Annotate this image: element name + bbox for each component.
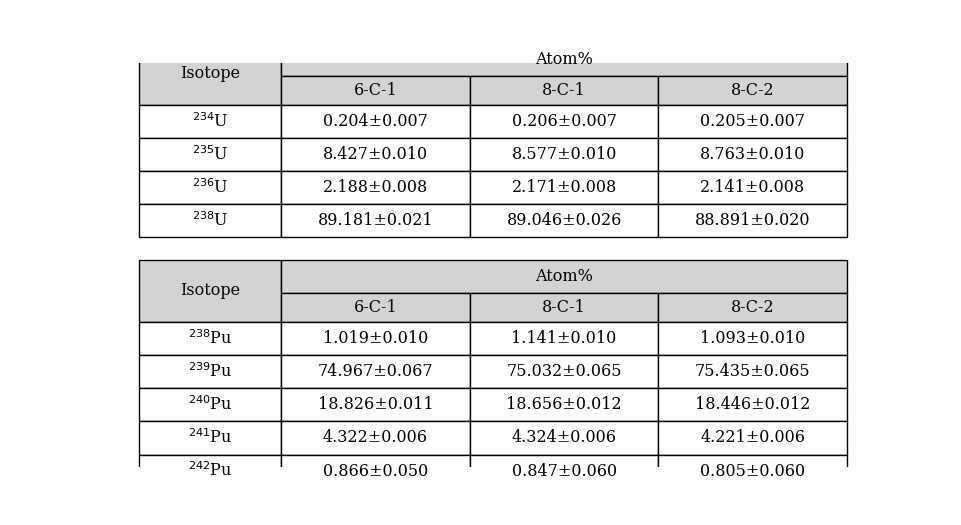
Text: 0.847±0.060: 0.847±0.060 [511,463,617,480]
Bar [470,105,658,138]
Text: 18.446±0.012: 18.446±0.012 [695,396,810,413]
Bar [470,171,658,204]
Bar [138,138,282,171]
Bar [658,105,847,138]
Text: Isotope: Isotope [180,282,240,299]
Text: 18.656±0.012: 18.656±0.012 [506,396,622,413]
Bar [470,204,658,237]
Bar [282,43,847,76]
Text: 8.763±0.010: 8.763±0.010 [700,146,805,163]
Text: 8-C-1: 8-C-1 [542,299,586,316]
Text: 0.206±0.007: 0.206±0.007 [511,113,617,130]
Bar [282,171,470,204]
Text: 8.577±0.010: 8.577±0.010 [511,146,617,163]
Text: Atom%: Atom% [535,268,593,285]
Text: 75.032±0.065: 75.032±0.065 [506,363,622,380]
Bar [138,260,282,322]
Bar [470,355,658,388]
Bar [658,76,847,105]
Bar [658,204,847,237]
Bar [470,455,658,488]
Text: $^{241}$Pu: $^{241}$Pu [187,428,233,447]
Bar [282,388,470,422]
Bar [138,171,282,204]
Bar [658,388,847,422]
Bar [282,293,470,322]
Text: $^{234}$U: $^{234}$U [191,112,229,131]
Text: 0.204±0.007: 0.204±0.007 [323,113,428,130]
Bar [138,455,282,488]
Text: $^{238}$Pu: $^{238}$Pu [187,329,233,348]
Text: Atom%: Atom% [535,50,593,68]
Text: $^{239}$Pu: $^{239}$Pu [187,362,233,381]
Bar [470,422,658,455]
Text: 1.019±0.010: 1.019±0.010 [323,330,428,347]
Bar [282,422,470,455]
Bar [470,138,658,171]
Text: 1.093±0.010: 1.093±0.010 [700,330,805,347]
Bar [282,76,470,105]
Text: $^{235}$U: $^{235}$U [191,145,229,164]
Bar [282,260,847,293]
Text: $^{236}$U: $^{236}$U [191,178,229,197]
Text: 8-C-2: 8-C-2 [731,299,775,316]
Bar [138,388,282,422]
Bar [138,355,282,388]
Text: $^{238}$U: $^{238}$U [191,212,229,230]
Text: 89.046±0.026: 89.046±0.026 [506,212,622,229]
Text: 75.435±0.065: 75.435±0.065 [695,363,810,380]
Bar [658,171,847,204]
Text: 8-C-1: 8-C-1 [542,82,586,99]
Text: 89.181±0.021: 89.181±0.021 [318,212,433,229]
Text: $^{240}$Pu: $^{240}$Pu [187,395,233,414]
Bar [282,105,470,138]
Text: $^{242}$Pu: $^{242}$Pu [187,462,233,480]
Text: 2.141±0.008: 2.141±0.008 [701,179,805,196]
Text: 0.205±0.007: 0.205±0.007 [701,113,805,130]
Bar [470,322,658,355]
Text: 4.221±0.006: 4.221±0.006 [701,429,805,446]
Text: 6-C-1: 6-C-1 [354,299,397,316]
Bar [470,76,658,105]
Bar [658,422,847,455]
Bar [138,422,282,455]
Bar [138,322,282,355]
Text: 74.967±0.067: 74.967±0.067 [318,363,433,380]
Text: 4.322±0.006: 4.322±0.006 [323,429,428,446]
Bar [658,355,847,388]
Bar [658,455,847,488]
Bar [282,455,470,488]
Text: 4.324±0.006: 4.324±0.006 [511,429,617,446]
Bar [658,322,847,355]
Bar [138,43,282,105]
Text: 1.141±0.010: 1.141±0.010 [511,330,617,347]
Bar [658,293,847,322]
Text: 6-C-1: 6-C-1 [354,82,397,99]
Text: 0.805±0.060: 0.805±0.060 [701,463,805,480]
Text: 18.826±0.011: 18.826±0.011 [318,396,433,413]
Bar [282,355,470,388]
Text: 8.427±0.010: 8.427±0.010 [323,146,428,163]
Bar [282,138,470,171]
Bar [138,105,282,138]
Bar [138,204,282,237]
Text: 2.171±0.008: 2.171±0.008 [511,179,617,196]
Text: 88.891±0.020: 88.891±0.020 [695,212,810,229]
Text: 2.188±0.008: 2.188±0.008 [323,179,428,196]
Bar [282,204,470,237]
Text: 8-C-2: 8-C-2 [731,82,775,99]
Text: Isotope: Isotope [180,65,240,82]
Bar [282,322,470,355]
Bar [470,388,658,422]
Bar [470,293,658,322]
Text: 0.866±0.050: 0.866±0.050 [323,463,428,480]
Bar [658,138,847,171]
